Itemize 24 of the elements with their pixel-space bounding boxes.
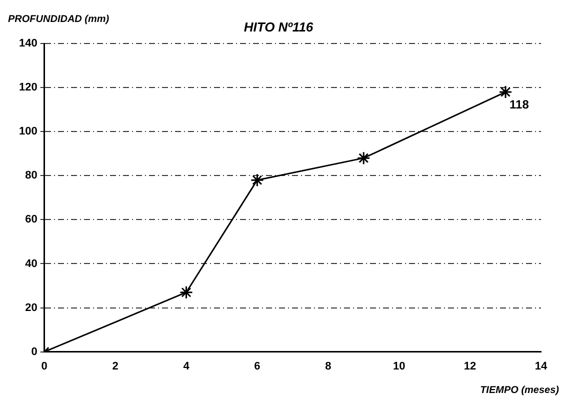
y-tick-label: 80 [25, 170, 38, 182]
y-tick-label: 40 [25, 258, 38, 270]
point [356, 151, 370, 165]
y-axis-title: PROFUNDIDAD (mm) [8, 14, 110, 25]
point [498, 85, 512, 99]
x-tick-label: 2 [112, 360, 118, 372]
x-axis-title: TIEMPO (meses) [480, 385, 559, 396]
y-tick-label: 120 [18, 82, 38, 94]
x-tick-label: 4 [183, 360, 190, 372]
y-tick-label: 0 [31, 346, 38, 358]
y-tick-label: 100 [18, 126, 38, 138]
chart-title: HITO Nº116 [244, 19, 314, 34]
x-tick-label: 0 [41, 360, 48, 372]
point [180, 286, 193, 300]
y-tick-label: 140 [18, 38, 38, 50]
y-tick-label: 20 [25, 302, 38, 314]
x-tick-label: 10 [392, 360, 406, 372]
x-tick-label: 14 [534, 360, 548, 372]
x-tick-label: 8 [325, 360, 332, 372]
point [250, 173, 264, 187]
x-tick-label: 12 [464, 360, 476, 372]
y-tick-label: 60 [25, 214, 38, 226]
x-tick-label: 6 [254, 360, 260, 372]
annotation: 118 [510, 97, 530, 112]
